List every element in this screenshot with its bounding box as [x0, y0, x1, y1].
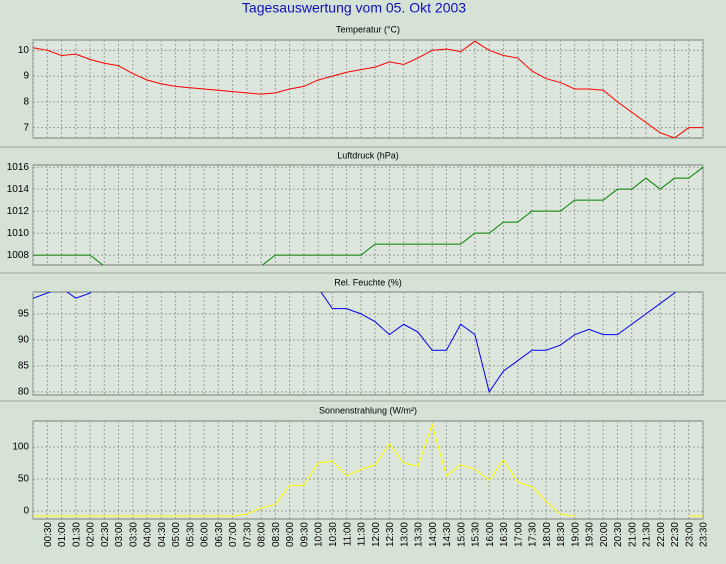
x-tick-label: 10:00 — [314, 522, 325, 547]
y-tick-label: 1016 — [7, 162, 30, 173]
x-tick-label: 17:30 — [528, 522, 539, 547]
y-tick-label: 1008 — [7, 250, 30, 261]
plot-area — [32, 291, 704, 396]
y-tick-label: 80 — [18, 387, 30, 398]
x-tick-label: 09:00 — [285, 522, 296, 547]
y-tick-label: 8 — [23, 97, 29, 108]
y-tick-label: 0 — [23, 506, 29, 517]
x-tick-label: 07:30 — [242, 522, 253, 547]
x-tick-label: 08:00 — [257, 522, 268, 547]
x-tick-label: 04:00 — [143, 522, 154, 547]
x-tick-label: 11:00 — [342, 522, 353, 547]
x-tick-label: 12:00 — [371, 522, 382, 547]
plot-area — [32, 420, 704, 520]
x-tick-label: 07:00 — [228, 522, 239, 547]
y-tick-label: 95 — [18, 308, 30, 319]
x-tick-label: 05:00 — [171, 522, 182, 547]
x-tick-label: 14:30 — [442, 522, 453, 547]
y-tick-label: 1010 — [7, 228, 30, 239]
x-tick-label: 22:00 — [656, 522, 667, 547]
y-tick-label: 9 — [23, 71, 29, 82]
x-tick-label: 20:00 — [599, 522, 610, 547]
x-tick-label: 09:30 — [299, 522, 310, 547]
x-tick-label: 19:30 — [585, 522, 596, 547]
x-tick-label: 02:00 — [86, 522, 97, 547]
y-tick-label: 85 — [18, 361, 30, 372]
y-tick-label: 10 — [18, 45, 30, 56]
x-tick-label: 13:30 — [414, 522, 425, 547]
x-tick-label: 12:30 — [385, 522, 396, 547]
x-tick-label: 01:30 — [71, 522, 82, 547]
x-tick-label: 10:30 — [328, 522, 339, 547]
x-tick-label: 03:00 — [114, 522, 125, 547]
x-tick-label: 19:00 — [570, 522, 581, 547]
x-tick-label: 18:30 — [556, 522, 567, 547]
y-tick-label: 50 — [18, 474, 30, 485]
x-tick-label: 20:30 — [613, 522, 624, 547]
y-tick-label: 7 — [23, 122, 29, 133]
data-line — [33, 422, 703, 517]
y-tick-label: 1014 — [7, 184, 30, 195]
chart-title: Temperatur (°C) — [336, 24, 400, 34]
x-tick-label: 04:30 — [157, 522, 168, 547]
chart-title: Sonnenstrahlung (W/m²) — [319, 405, 417, 415]
page-title: Tagesauswertung vom 05. Okt 2003 — [242, 0, 466, 16]
x-tick-label: 17:00 — [513, 522, 524, 547]
x-tick-label: 06:30 — [214, 522, 225, 547]
plot-area — [32, 164, 704, 266]
x-tick-label: 05:30 — [185, 522, 196, 547]
x-tick-label: 00:30 — [43, 522, 54, 547]
x-tick-label: 21:00 — [627, 522, 638, 547]
data-line — [33, 166, 703, 265]
x-tick-label: 15:30 — [471, 522, 482, 547]
x-tick-label: 08:30 — [271, 522, 282, 547]
x-tick-label: 13:00 — [399, 522, 410, 547]
x-tick-label: 14:00 — [428, 522, 439, 547]
x-tick-label: 15:00 — [456, 522, 467, 547]
x-tick-label: 23:30 — [699, 522, 710, 547]
chart-title: Luftdruck (hPa) — [337, 150, 399, 160]
y-tick-label: 1012 — [7, 206, 30, 217]
y-tick-label: 90 — [18, 334, 30, 345]
x-tick-label: 18:00 — [542, 522, 553, 547]
data-line — [33, 292, 677, 394]
y-tick-label: 100 — [12, 442, 29, 453]
x-tick-label: 21:30 — [642, 522, 653, 547]
x-tick-label: 01:00 — [57, 522, 68, 547]
x-tick-label: 16:00 — [485, 522, 496, 547]
x-tick-label: 23:00 — [684, 522, 695, 547]
chart-title: Rel. Feuchte (%) — [334, 277, 402, 287]
x-tick-label: 22:30 — [670, 522, 681, 547]
plot-area — [32, 39, 704, 139]
x-tick-label: 02:30 — [100, 522, 111, 547]
x-tick-label: 06:00 — [200, 522, 211, 547]
data-line — [33, 40, 703, 138]
x-tick-label: 03:30 — [128, 522, 139, 547]
x-tick-label: 16:30 — [499, 522, 510, 547]
x-tick-label: 11:30 — [357, 522, 368, 547]
